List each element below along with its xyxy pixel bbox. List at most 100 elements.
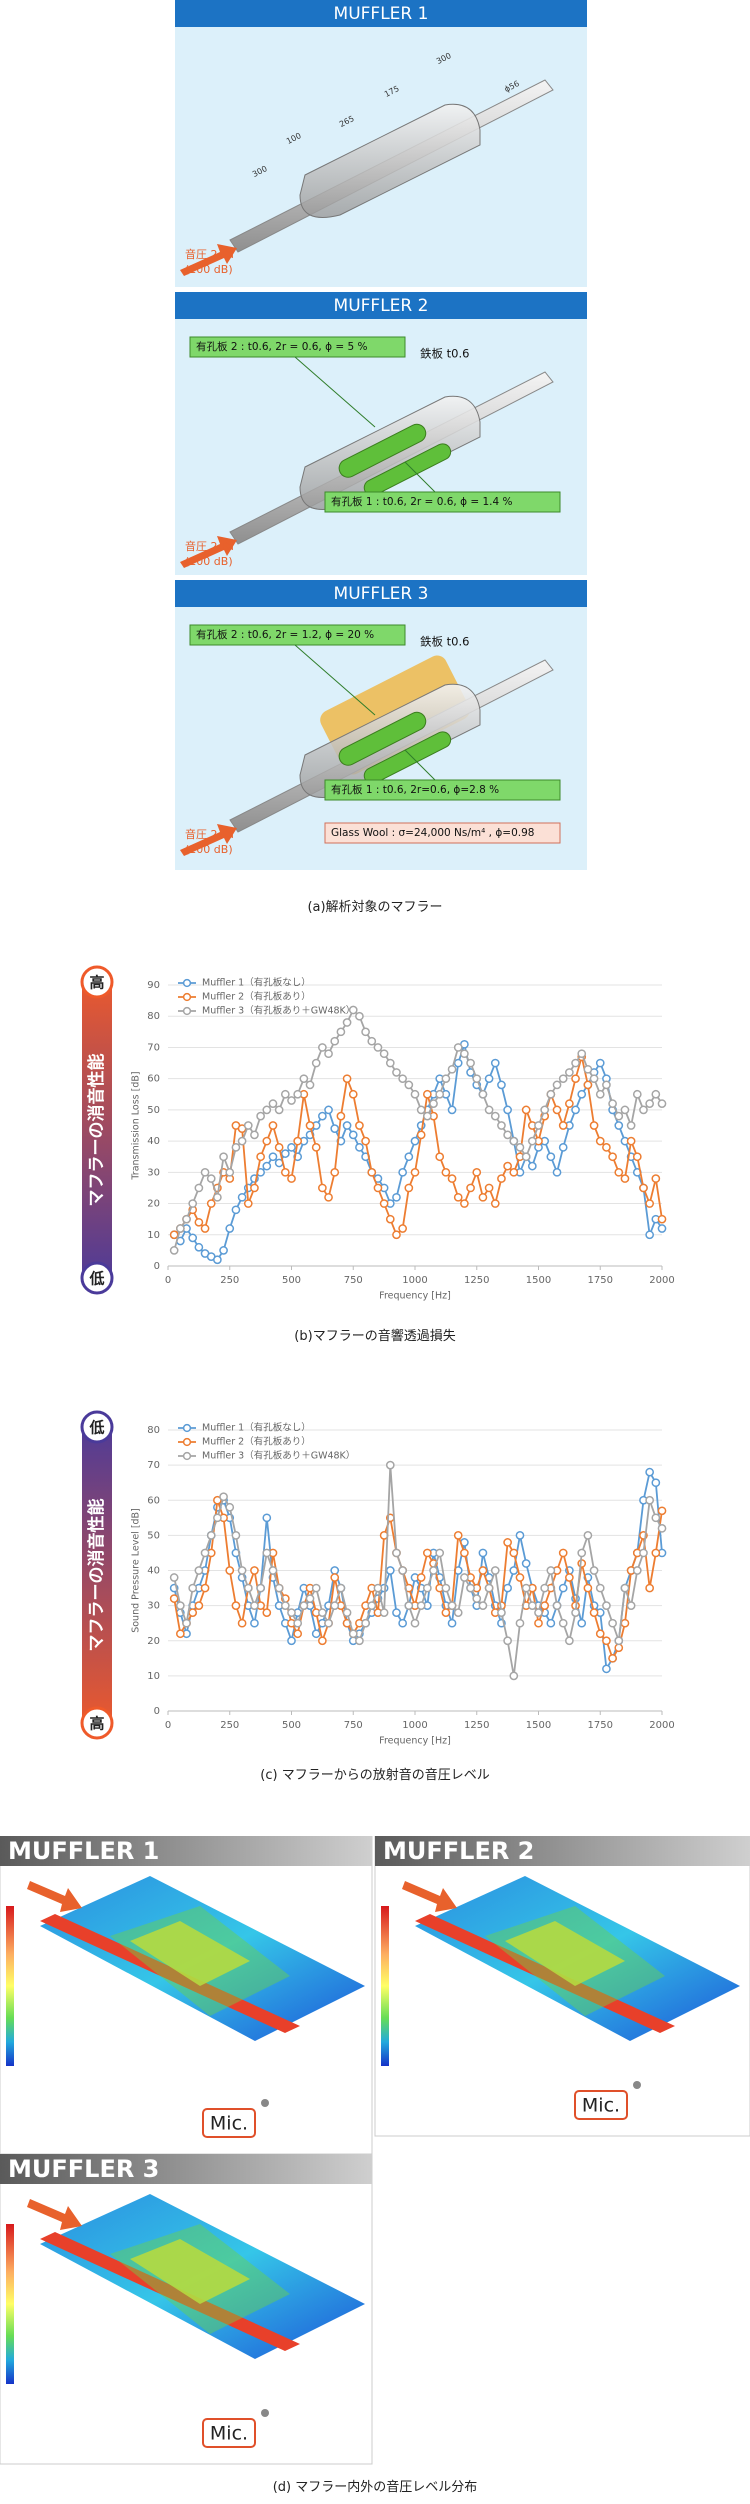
y-tick-label: 10 <box>147 1230 160 1241</box>
data-point <box>237 1618 247 1628</box>
data-point <box>571 1608 580 1617</box>
data-point <box>651 1478 661 1488</box>
data-point <box>614 1121 624 1130</box>
data-point <box>632 1152 642 1162</box>
data-point <box>256 1152 265 1162</box>
label-text: 有孔板 1 : t0.6, 2r = 0.6, ϕ = 1.4 % <box>331 495 513 508</box>
data-point <box>472 1167 482 1177</box>
label-text: 有孔板 2 : t0.6, 2r = 1.2, ϕ = 20 % <box>196 628 374 641</box>
data-point <box>299 1074 309 1084</box>
data-point <box>460 1049 469 1059</box>
data-point <box>225 1566 235 1575</box>
data-point <box>552 1080 562 1090</box>
side-bottom: 高 <box>89 1715 104 1733</box>
side-top: 高 <box>89 974 104 992</box>
data-point <box>200 1583 210 1593</box>
data-point <box>503 1538 512 1547</box>
data-point <box>336 1111 346 1121</box>
panel-title: MUFFLER 1 <box>334 4 429 24</box>
y-tick-label: 90 <box>147 980 160 991</box>
data-point <box>355 1636 364 1646</box>
data-point <box>398 1566 407 1575</box>
data-point <box>515 1143 525 1152</box>
data-point <box>460 1548 469 1558</box>
data-point <box>626 1136 636 1146</box>
x-tick-label: 500 <box>282 1275 301 1286</box>
data-point <box>287 1636 296 1646</box>
data-point <box>651 1548 661 1558</box>
legend-marker <box>182 1437 192 1447</box>
inlet-arrow <box>180 244 237 276</box>
data-point <box>509 1566 519 1575</box>
data-point <box>250 1183 259 1193</box>
data-point <box>398 1618 407 1628</box>
data-point <box>645 1495 655 1505</box>
data-point <box>546 1618 556 1628</box>
data-point <box>657 1506 667 1516</box>
data-point <box>478 1601 488 1610</box>
data-point <box>571 1105 580 1115</box>
data-point <box>484 1583 494 1593</box>
steel-label: 鉄板 t0.6 <box>420 635 469 649</box>
data-point <box>639 1105 648 1115</box>
data-point <box>299 1601 309 1610</box>
data-point <box>348 1005 358 1015</box>
data-point <box>503 1636 512 1646</box>
color-bar <box>6 1906 14 2066</box>
data-point <box>614 1636 624 1646</box>
data-point <box>410 1089 420 1099</box>
side-end <box>80 1706 114 1740</box>
pressure-maps: MUFFLER 1 Mic. MUFFLER 2 Mic. MUFFLER 3 Mic. <box>0 1836 750 2465</box>
data-point <box>188 1233 198 1243</box>
legend-marker <box>182 1423 192 1433</box>
y-axis-label: Sound Pressure Level [dB] <box>131 1508 142 1633</box>
data-point <box>577 1618 587 1628</box>
data-point <box>546 1152 556 1162</box>
data-point <box>620 1618 630 1628</box>
data-point <box>497 1121 506 1130</box>
data-point <box>602 1080 611 1090</box>
y-tick-label: 60 <box>147 1495 160 1506</box>
legend-label: Muffler 1（有孔板なし） <box>202 977 311 989</box>
chart: 高低 マフラーの消音性能 0 10 20 30 40 50 60 70 80 90 0 250 500 750… <box>80 965 675 1302</box>
data-point <box>490 1199 500 1208</box>
data-point <box>194 1242 204 1252</box>
data-point <box>558 1074 568 1084</box>
data-point <box>595 1089 605 1099</box>
data-point <box>169 1594 179 1603</box>
leader <box>404 461 436 493</box>
data-point <box>534 1608 543 1617</box>
data-point <box>657 1214 667 1224</box>
data-point <box>527 1161 537 1171</box>
panel-header <box>0 2154 372 2184</box>
data-point <box>280 1089 290 1099</box>
data-point <box>589 1074 599 1084</box>
panel-title: MUFFLER 3 <box>334 584 429 604</box>
x-tick-label: 500 <box>282 1720 301 1731</box>
inlet-arrow <box>180 536 237 568</box>
data-point <box>503 1161 512 1171</box>
legend-marker <box>182 1006 192 1016</box>
data-point <box>602 1664 611 1674</box>
data-point <box>632 1089 642 1099</box>
data-point <box>237 1566 247 1575</box>
data-point <box>460 1573 469 1582</box>
data-point <box>355 1011 364 1021</box>
data-point <box>410 1167 420 1177</box>
data-point <box>527 1601 537 1610</box>
data-point <box>200 1224 210 1233</box>
data-point <box>527 1136 537 1146</box>
data-point <box>318 1608 327 1617</box>
muffler-body <box>299 103 481 218</box>
data-point <box>639 1548 648 1558</box>
near-field <box>110 2224 290 2334</box>
mic-label: Mic. <box>582 2095 620 2117</box>
mic-point <box>261 2409 269 2417</box>
data-point <box>558 1618 568 1628</box>
data-point <box>379 1199 389 1208</box>
data-point <box>176 1601 185 1610</box>
legend-marker <box>182 992 192 1002</box>
data-point <box>182 1618 191 1628</box>
inlet-arrow <box>402 1881 457 1912</box>
